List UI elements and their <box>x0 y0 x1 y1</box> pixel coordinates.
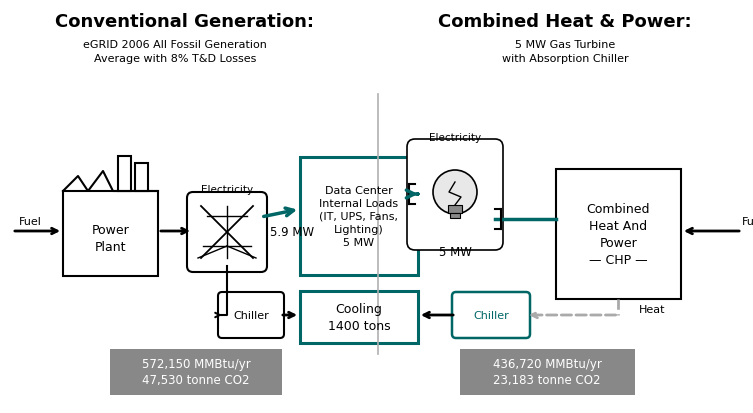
Text: Chiller: Chiller <box>233 310 269 320</box>
Text: Cooling
1400 tons: Cooling 1400 tons <box>328 302 390 332</box>
Text: 5 MW: 5 MW <box>438 246 471 259</box>
Bar <box>63 192 158 276</box>
Bar <box>460 349 635 395</box>
Text: 47,530 tonne CO2: 47,530 tonne CO2 <box>142 374 250 387</box>
Bar <box>556 170 681 299</box>
Text: Combined Heat & Power:: Combined Heat & Power: <box>438 13 692 31</box>
Text: Fuel: Fuel <box>742 216 753 226</box>
Text: Conventional Generation:: Conventional Generation: <box>56 13 315 31</box>
FancyBboxPatch shape <box>407 140 503 250</box>
Text: Combined
Heat And
Power
— CHP —: Combined Heat And Power — CHP — <box>587 202 651 266</box>
FancyBboxPatch shape <box>452 292 530 338</box>
Bar <box>300 291 418 343</box>
Text: eGRID 2006 All Fossil Generation
Average with 8% T&D Losses: eGRID 2006 All Fossil Generation Average… <box>83 40 267 64</box>
Text: 5.9 MW: 5.9 MW <box>270 226 314 239</box>
Bar <box>300 158 418 275</box>
Text: Power
Plant: Power Plant <box>92 224 130 254</box>
Text: Fuel: Fuel <box>19 216 41 226</box>
Text: Heat: Heat <box>639 304 665 314</box>
Text: 23,183 tonne CO2: 23,183 tonne CO2 <box>493 374 601 387</box>
Text: Data Center
Internal Loads
(IT, UPS, Fans,
Lighting)
5 MW: Data Center Internal Loads (IT, UPS, Fan… <box>319 185 398 248</box>
Bar <box>135 164 148 192</box>
FancyBboxPatch shape <box>187 192 267 272</box>
Text: Chiller: Chiller <box>473 310 509 320</box>
Text: 5 MW Gas Turbine
with Absorption Chiller: 5 MW Gas Turbine with Absorption Chiller <box>501 40 628 64</box>
Text: 572,150 MMBtu/yr: 572,150 MMBtu/yr <box>142 358 251 370</box>
Circle shape <box>433 171 477 214</box>
Bar <box>450 214 460 218</box>
Text: Electricity: Electricity <box>201 185 253 195</box>
Bar <box>118 157 131 192</box>
Bar <box>110 349 282 395</box>
Bar <box>448 206 462 214</box>
FancyBboxPatch shape <box>218 292 284 338</box>
Text: 436,720 MMBtu/yr: 436,720 MMBtu/yr <box>492 358 602 370</box>
Text: Electricity: Electricity <box>429 133 481 142</box>
